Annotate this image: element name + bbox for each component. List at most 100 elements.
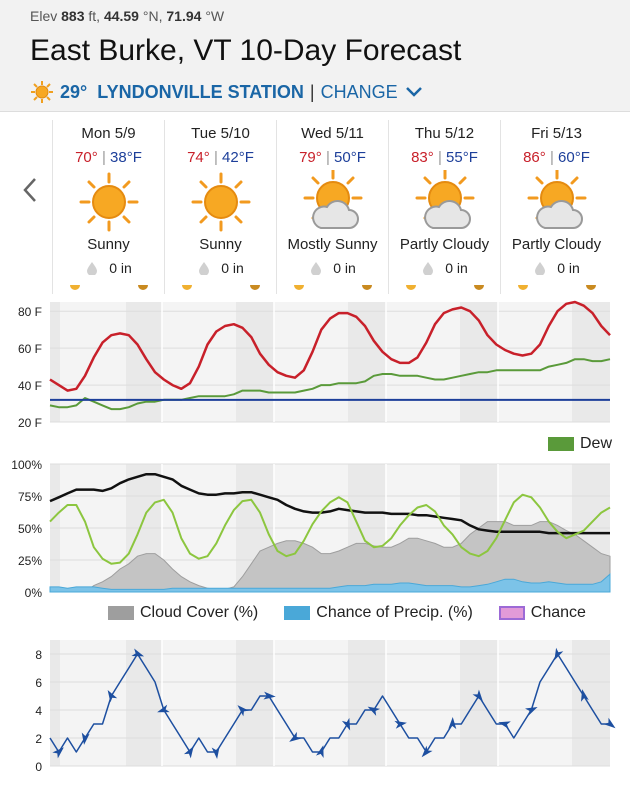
day-condition: Partly Cloudy [399, 236, 490, 253]
elevation-value: 883 [61, 8, 85, 24]
cloud-legend-swatch [108, 606, 134, 620]
night-band [572, 640, 610, 766]
wind-direction-arrow [131, 648, 145, 657]
night-band [126, 302, 162, 422]
separator: | [309, 81, 315, 102]
sunrise-marker [518, 285, 528, 290]
day-precip: 0 in [501, 260, 612, 276]
night-band [50, 302, 60, 422]
day-condition: Sunny [199, 236, 242, 253]
temperature-chart: 80 F 60 F 40 F 20 F [18, 300, 611, 428]
day-precip: 0 in [277, 260, 388, 276]
day-name: Wed 5/11 [301, 125, 364, 142]
hilo-divider: | [437, 149, 442, 166]
y-tick-label: 50% [18, 522, 42, 536]
day-card[interactable]: Mon 5/9 70° | 38°F Sunny 0 in [52, 120, 164, 294]
y-tick-label: 60 F [18, 342, 42, 356]
day-precip-amount: 0 in [109, 260, 132, 276]
day-name: Mon 5/9 [81, 125, 136, 142]
latitude-value: 44.59 [103, 8, 139, 24]
day-card[interactable]: Tue 5/10 74° | 42°F Sunny 0 in [164, 120, 276, 294]
night-band [572, 302, 610, 422]
raindrop-icon [535, 262, 546, 275]
day-card[interactable]: Fri 5/13 86° | 60°F Partly Cloudy 0 in [500, 120, 612, 294]
mostly-sunny-icon [303, 170, 363, 229]
wind-direction-arrow [157, 704, 170, 713]
y-tick-label: 40 F [18, 379, 42, 393]
day-high: 86° [523, 149, 546, 166]
hilo-divider: | [549, 149, 554, 166]
wind-direction-arrow [263, 691, 276, 700]
day-low: 42°F [222, 149, 254, 166]
sunset-marker [362, 285, 372, 290]
hilo-divider: | [213, 149, 218, 166]
day-high-low: 86° | 60°F [501, 149, 612, 166]
y-tick-label: 0 [35, 760, 42, 774]
y-tick-label: 8 [35, 648, 42, 662]
sunset-marker [474, 285, 484, 290]
precip-legend-swatch [284, 606, 311, 620]
change-station-button[interactable]: CHANGE [320, 81, 398, 102]
hilo-divider: | [325, 149, 330, 166]
raindrop-icon [311, 262, 322, 275]
elevation-coords: Elev 883 ft, 44.59 °N, 71.94 °W [30, 8, 225, 24]
night-band [348, 640, 386, 766]
sunset-marker [586, 285, 596, 290]
raindrop-icon [87, 262, 98, 275]
y-tick-label: 100% [11, 458, 42, 472]
day-name: Tue 5/10 [191, 125, 250, 142]
wind-direction-arrow [52, 747, 64, 759]
sunrise-marker [182, 285, 192, 290]
wind-direction-arrow [315, 745, 324, 758]
y-tick-label: 0% [25, 586, 43, 600]
chevron-down-icon[interactable] [404, 85, 424, 99]
raindrop-icon [423, 262, 434, 275]
sun-shape [191, 172, 251, 232]
wind-direction-arrow [367, 706, 381, 716]
y-tick-label: 20 F [18, 416, 42, 428]
night-band [126, 640, 162, 766]
raindrop-icon [199, 262, 210, 275]
day-card[interactable]: Thu 5/12 83° | 55°F Partly Cloudy 0 in [388, 120, 500, 294]
chance-legend-swatch [498, 606, 525, 620]
day-low: 60°F [558, 149, 590, 166]
cloud-cover-area [50, 521, 611, 593]
day-high-low: 83° | 55°F [389, 149, 500, 166]
wind-direction-arrow [394, 720, 407, 729]
dew-legend: Dew [548, 434, 612, 454]
day-precip-amount: 0 in [221, 260, 244, 276]
night-band [348, 302, 386, 422]
wind-chart: 8 6 4 2 0 [35, 640, 616, 774]
day-precip-amount: 0 in [333, 260, 356, 276]
station-link[interactable]: LYNDONVILLE STATION [97, 81, 304, 102]
day-condition: Sunny [87, 236, 130, 253]
day-precip: 0 in [389, 260, 500, 276]
header: Elev 883 ft, 44.59 °N, 71.94 °W East Bur… [0, 0, 630, 112]
wind-direction-arrow [603, 717, 616, 729]
precip-chance-area [49, 572, 611, 593]
cloud-legend-label: Cloud Cover (%) [140, 604, 259, 621]
wind-direction-arrow [498, 721, 511, 730]
hilo-divider: | [101, 149, 106, 166]
y-tick-label: 75% [18, 490, 42, 504]
day-precip-amount: 0 in [445, 260, 468, 276]
day-precip: 0 in [165, 260, 276, 276]
wind-direction-arrow [289, 731, 302, 742]
day-card[interactable]: Wed 5/11 79° | 50°F Mostly Sunny 0 in [276, 120, 388, 294]
day-low: 38°F [110, 149, 142, 166]
y-tick-label: 25% [18, 554, 42, 568]
day-high-low: 74° | 42°F [165, 149, 276, 166]
chevron-left-icon[interactable] [18, 175, 42, 205]
wind-direction-arrow [183, 746, 194, 759]
y-tick-label: 2 [35, 732, 42, 746]
sunrise-marker [406, 285, 416, 290]
sky-cover-line [49, 472, 610, 535]
partly-cloudy-icon [527, 170, 587, 229]
y-tick-label: 4 [35, 704, 42, 718]
day-high: 83° [411, 149, 434, 166]
sun-icon [79, 172, 139, 232]
day-low: 55°F [446, 149, 478, 166]
wind-direction-arrow [421, 745, 433, 758]
sunset-marker [250, 285, 260, 290]
wind-direction-arrow [107, 689, 118, 703]
